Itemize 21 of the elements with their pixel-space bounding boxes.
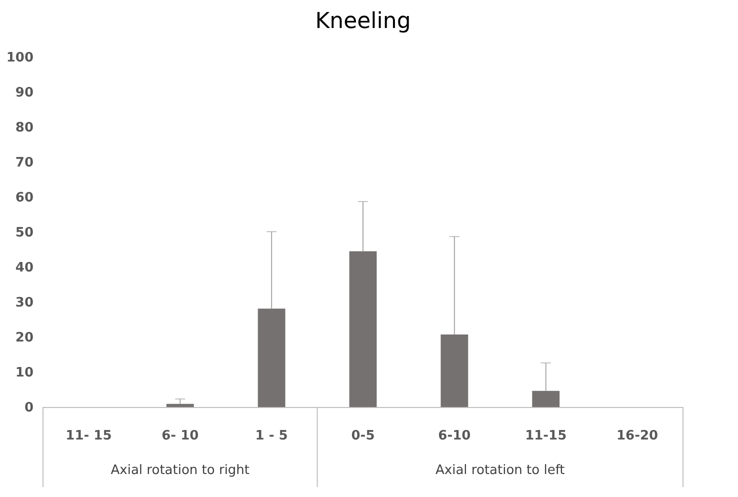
y-tick-label: 100 — [6, 50, 34, 66]
y-tick-label: 80 — [15, 120, 34, 136]
x-tick-label: 0-5 — [351, 428, 375, 444]
y-tick-label: 20 — [15, 330, 34, 346]
x-tick-label: 6-10 — [438, 428, 471, 444]
text: Axial rotation to left — [436, 463, 565, 478]
x-tick-label: 11- 15 — [66, 428, 112, 444]
x-tick-label: 1 - 5 — [255, 428, 288, 444]
x-tick-label: 6- 10 — [162, 428, 199, 444]
y-tick-label: 50 — [15, 226, 34, 240]
y-tick-label: 30 — [15, 296, 34, 310]
y-tick-label: 0 — [24, 400, 34, 416]
text: Axial rotation to right — [110, 463, 250, 478]
chart-title: Kneeling — [315, 9, 411, 34]
x-tick-label: 11-15 — [525, 428, 567, 444]
y-tick-label: 70 — [15, 156, 34, 170]
y-tick-label: 10 — [15, 366, 34, 380]
y-tick-label: 90 — [15, 86, 34, 100]
y-tick-label: 40 — [15, 260, 34, 276]
x-tick-label: 16-20 — [616, 428, 658, 444]
y-tick-label: 60 — [15, 190, 34, 206]
